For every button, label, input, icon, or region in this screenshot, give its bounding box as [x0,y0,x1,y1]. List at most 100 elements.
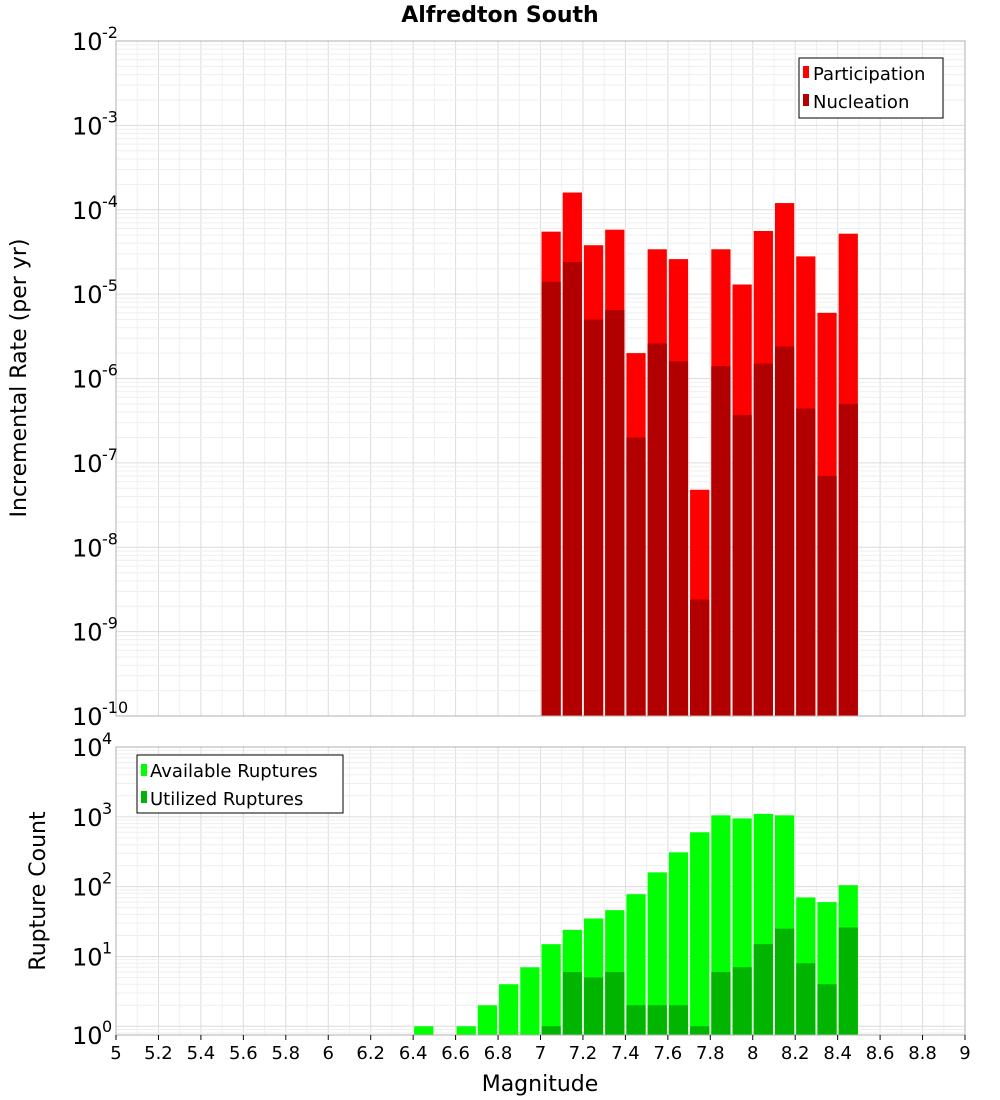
rate-panel-grid [115,40,966,717]
y-tick-exponent: -10 [102,698,128,717]
count-y-axis-label: Rupture Count [26,811,51,971]
y-tick-base: 10 [72,943,103,971]
utilized-ruptures-bar [626,1005,646,1035]
y-tick-base: 10 [72,366,103,394]
available-ruptures-bar [477,1005,498,1035]
nucleation-bar [626,437,646,716]
rate-panel-frame [115,40,966,717]
nucleation-bar [838,403,858,716]
y-tick-base: 10 [72,112,103,140]
y-tick-exponent: 2 [102,869,112,888]
available-ruptures-bar [541,944,561,1035]
y-tick-exponent: 0 [102,1017,112,1036]
x-tick-label: 9 [959,1043,970,1064]
utilized-ruptures-bar [732,967,752,1035]
y-tick-exponent: 1 [102,938,112,957]
x-tick-label: 5.2 [144,1043,173,1064]
available-ruptures-bar [690,832,710,1035]
y-tick-label: 10 1 [72,938,112,971]
x-tick-label: 8.2 [781,1043,810,1064]
nucleation-bar [774,346,795,716]
y-tick-exponent: -2 [102,23,118,42]
utilized-ruptures-bar [796,963,816,1035]
nucleation-bar [562,262,582,716]
y-tick-label: 10 -2 [72,23,118,56]
utilized-ruptures-bar [647,1005,667,1035]
available-ruptures-bar [414,1026,434,1035]
x-tick-label: 7.2 [569,1043,598,1064]
y-tick-label: 10 -9 [72,614,118,647]
nucleation-bar [711,366,731,716]
y-tick-label: 10 0 [72,1017,112,1050]
x-axis-label: Magnitude [482,1072,599,1097]
x-tick-label: 7.8 [696,1043,725,1064]
nucleation-bar [817,475,837,716]
participation-legend-label: Participation [813,64,925,85]
nucleation-bar [753,363,773,716]
x-tick-label: 8.4 [823,1043,852,1064]
y-tick-label: 10 -7 [72,445,118,478]
chart-title: Alfredton South [401,3,598,28]
rate-panel-bars [541,192,858,717]
y-tick-exponent: -6 [102,361,118,380]
nucleation-bar [647,343,667,716]
utilized-ruptures-bar [753,944,773,1035]
available-ruptures-bar [520,967,540,1035]
count-panel-x-ticks: 5 5.2 5.4 5.6 5.8 6 6.2 6.4 6.6 6.8 7 7.2 7.4 7.6 7.8 8… [110,1035,971,1064]
y-tick-label: 10 -3 [72,107,118,140]
y-tick-label: 10 2 [72,869,112,902]
y-tick-base: 10 [72,197,103,225]
rate-y-axis-label: Incremental Rate (per yr) [7,239,32,518]
y-tick-base: 10 [72,703,103,731]
y-tick-label: 10 -6 [72,361,118,394]
y-tick-exponent: -3 [102,107,118,126]
x-tick-label: 7.6 [654,1043,683,1064]
utilized-ruptures-bar [605,971,625,1035]
x-tick-label: 6 [323,1043,334,1064]
x-tick-label: 8.6 [866,1043,895,1064]
y-tick-exponent: -9 [102,614,118,633]
nucleation-bar [796,408,816,716]
y-tick-base: 10 [72,534,103,562]
nucleation-legend-label: Nucleation [813,92,909,113]
x-tick-label: 5 [110,1043,121,1064]
y-tick-base: 10 [72,281,103,309]
available-ruptures-bar [499,984,519,1035]
available-legend-label: Available Ruptures [150,761,318,782]
x-tick-label: 5.8 [271,1043,300,1064]
y-tick-base: 10 [72,804,103,832]
utilized-ruptures-bar [711,971,731,1035]
utilized-ruptures-bar [817,984,837,1035]
y-tick-base: 10 [72,874,103,902]
available-ruptures-bar [668,852,689,1035]
y-tick-exponent: -5 [102,276,118,295]
utilized-ruptures-bar [562,971,582,1035]
x-tick-label: 6.8 [484,1043,513,1064]
count-panel-grid [115,746,966,1035]
y-tick-base: 10 [72,28,103,56]
y-tick-label: 10 3 [72,799,112,832]
x-tick-label: 5.6 [229,1043,258,1064]
utilized-ruptures-bar [774,928,795,1035]
nucleation-bar [605,309,625,716]
y-tick-exponent: -4 [102,192,118,211]
count-panel-bars [414,813,858,1035]
y-tick-base: 10 [72,1022,103,1050]
y-tick-label: 10 4 [72,729,112,762]
nucleation-bar [732,414,752,716]
available-ruptures-bar [626,894,646,1035]
y-tick-label: 10 -10 [72,698,128,731]
x-tick-label: 5.4 [187,1043,216,1064]
nucleation-bar [583,319,604,716]
nucleation-legend-swatch [803,94,809,106]
available-ruptures-bar [647,872,667,1035]
x-tick-label: 7 [535,1043,546,1064]
x-tick-label: 8.8 [908,1043,937,1064]
utilized-legend-label: Utilized Ruptures [150,789,303,810]
x-tick-label: 7.4 [611,1043,640,1064]
y-tick-label: 10 -5 [72,276,118,309]
x-tick-label: 6.4 [399,1043,428,1064]
